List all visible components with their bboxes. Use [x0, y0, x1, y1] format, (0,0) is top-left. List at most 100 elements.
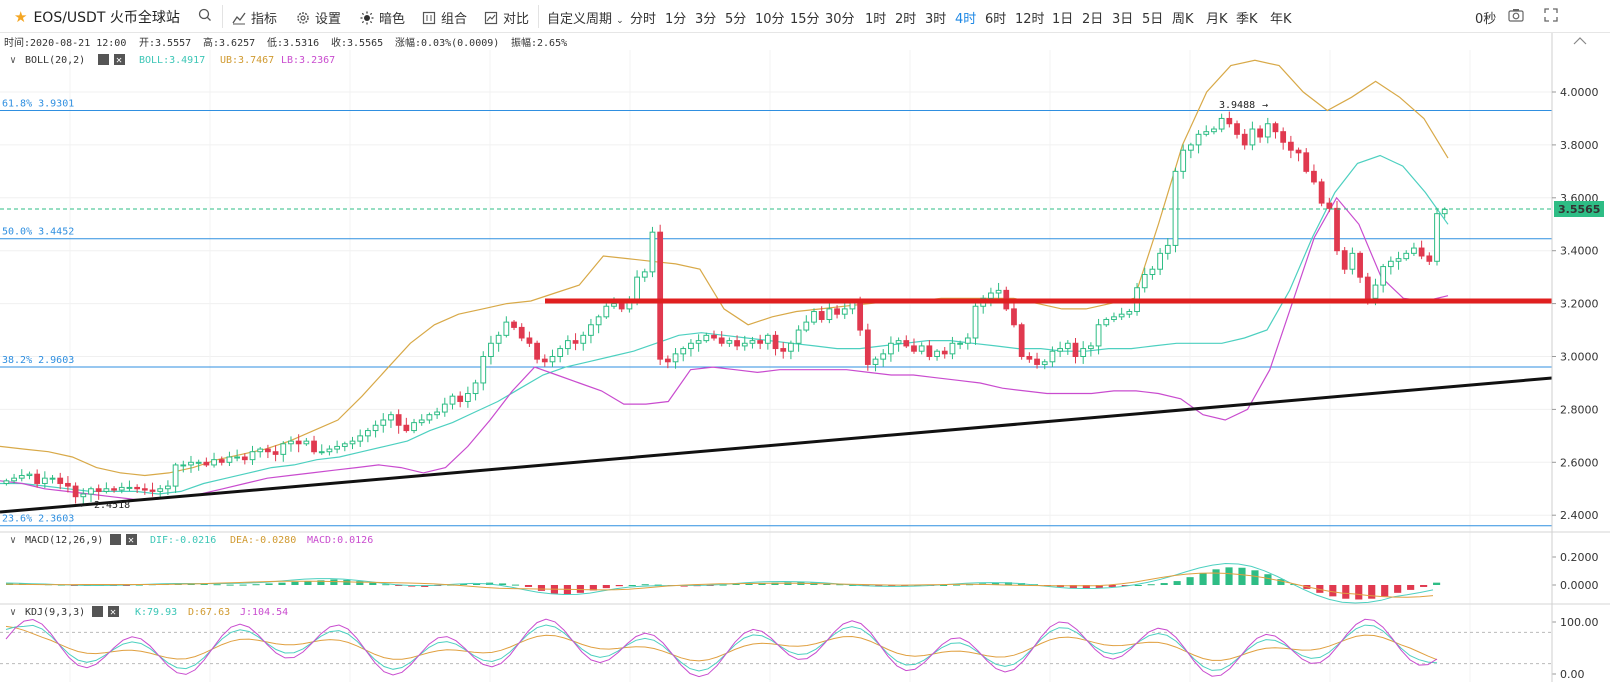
price-tick-label: 3.0000: [1560, 351, 1599, 364]
chart-canvas[interactable]: 61.8% 3.9301 50.0% 3.4452 38.2% 2.9603 23.6…: [0, 33, 1610, 682]
candle: [1387, 256, 1394, 275]
last-price-badge: [1554, 201, 1604, 217]
candle: [964, 333, 971, 350]
macd-close-icon[interactable]: [126, 534, 137, 545]
settings-label: 设置: [315, 12, 342, 27]
period-14[interactable]: 2日: [1082, 12, 1104, 27]
candle-body: [580, 334, 587, 344]
rising-trend-line[interactable]: [0, 376, 1553, 514]
period-12[interactable]: 12时: [1015, 12, 1045, 27]
candle: [1172, 167, 1179, 253]
period-1[interactable]: 1分: [665, 12, 687, 27]
period-7[interactable]: 1时: [865, 12, 887, 27]
settings-button[interactable]: 设置: [296, 8, 341, 27]
custom-period-dropdown[interactable]: 自定义周期 ⌄: [547, 8, 624, 27]
candle-body: [280, 443, 287, 455]
macd-settings-icon[interactable]: [110, 534, 121, 545]
candle-body: [1372, 284, 1379, 299]
candle-body: [1403, 252, 1410, 260]
candle-body: [3, 480, 10, 484]
period-19[interactable]: 季K: [1236, 12, 1258, 27]
candle: [1064, 340, 1071, 355]
period-17[interactable]: 周K: [1172, 12, 1194, 27]
period-18[interactable]: 月K: [1206, 12, 1228, 27]
period-13[interactable]: 1日: [1052, 12, 1074, 27]
candle: [1118, 307, 1125, 320]
favorite-star-icon[interactable]: ★: [14, 8, 28, 26]
period-2[interactable]: 3分: [695, 12, 717, 27]
indicator-button[interactable]: 指标: [232, 8, 277, 27]
candle-body: [1041, 361, 1048, 365]
candle: [134, 484, 141, 493]
collapse-chevron-icon[interactable]: ∨: [10, 607, 16, 618]
price-tick-label: 4.0000: [1560, 86, 1599, 99]
user-drawn-lines[interactable]: [0, 298, 1553, 514]
dark-mode-button[interactable]: 暗色: [360, 8, 405, 27]
macd-bar: [382, 584, 390, 586]
period-6[interactable]: 30分: [825, 12, 855, 27]
candle: [118, 482, 125, 494]
search-icon[interactable]: [198, 8, 212, 22]
period-11[interactable]: 6时: [985, 12, 1007, 27]
layout-button[interactable]: 组合: [422, 8, 467, 27]
boll-settings-icon[interactable]: [98, 54, 109, 65]
collapse-chevron-icon[interactable]: ∨: [10, 535, 16, 546]
candle: [49, 474, 56, 484]
candle: [449, 393, 456, 410]
candle-body: [1387, 260, 1394, 268]
candle-body: [1311, 170, 1317, 183]
candle-body: [864, 329, 871, 365]
period-4[interactable]: 10分: [755, 12, 785, 27]
boll-close-icon[interactable]: [114, 54, 125, 65]
period-5[interactable]: 15分: [790, 12, 820, 27]
collapse-chevron-icon[interactable]: ∨: [10, 55, 16, 66]
candle-body: [788, 342, 794, 352]
candle: [957, 340, 964, 350]
candle-body: [803, 321, 810, 331]
compare-button[interactable]: 对比: [484, 8, 529, 27]
candle: [1195, 130, 1202, 154]
price-axis[interactable]: 4.00003.80003.60003.40003.20003.00002.80…: [1551, 33, 1599, 682]
symbol-selector[interactable]: ★ EOS/USDT 火币全球站: [14, 7, 180, 27]
macd-bar: [1381, 585, 1389, 597]
fib-label: 50.0% 3.4452: [2, 227, 74, 238]
period-10[interactable]: 4时: [955, 12, 977, 27]
period-20[interactable]: 年K: [1270, 12, 1292, 27]
camera-icon[interactable]: [1508, 8, 1524, 22]
candle: [1241, 129, 1248, 150]
candle: [541, 354, 548, 367]
candle: [872, 356, 879, 372]
period-16[interactable]: 5日: [1142, 12, 1164, 27]
boll-middle-band: [0, 154, 1449, 495]
price-tick-label: 2.4000: [1560, 509, 1599, 522]
fibonacci-levels[interactable]: 61.8% 3.9301 50.0% 3.4452 38.2% 2.9603 23.6…: [0, 98, 1552, 527]
period-15[interactable]: 3日: [1112, 12, 1134, 27]
price-tick-label: 2.6000: [1560, 456, 1599, 469]
gear-icon: [297, 11, 309, 24]
macd-bar: [654, 584, 662, 586]
candle-body: [1180, 149, 1187, 172]
candle: [588, 318, 594, 344]
macd-legend-name: MACD(12,26,9): [25, 535, 103, 546]
macd-bar: [771, 582, 779, 585]
period-9[interactable]: 3时: [925, 12, 947, 27]
fullscreen-icon[interactable]: [1544, 8, 1558, 22]
candle-body: [1057, 348, 1064, 352]
period-3[interactable]: 5分: [725, 12, 747, 27]
period-0[interactable]: 分时: [630, 12, 657, 27]
candle: [680, 346, 687, 362]
period-8[interactable]: 2时: [895, 12, 917, 27]
compare-icon: [484, 11, 498, 24]
macd-bar: [1277, 579, 1285, 585]
scroll-up-icon[interactable]: [1573, 37, 1587, 45]
kdj-close-icon[interactable]: [108, 606, 119, 617]
macd-bar: [1394, 585, 1402, 593]
candle: [1418, 240, 1425, 260]
indicator-legends: 时间:2020-08-21 12:00 开:3.5557 高:3.6257 低:…: [4, 36, 567, 618]
kdj-settings-icon[interactable]: [92, 606, 103, 617]
candle-body: [811, 311, 817, 323]
macd-bar: [953, 584, 961, 586]
boll-upper-band: [0, 59, 1449, 477]
macd-bar: [732, 583, 740, 585]
candle-body: [1226, 117, 1233, 125]
